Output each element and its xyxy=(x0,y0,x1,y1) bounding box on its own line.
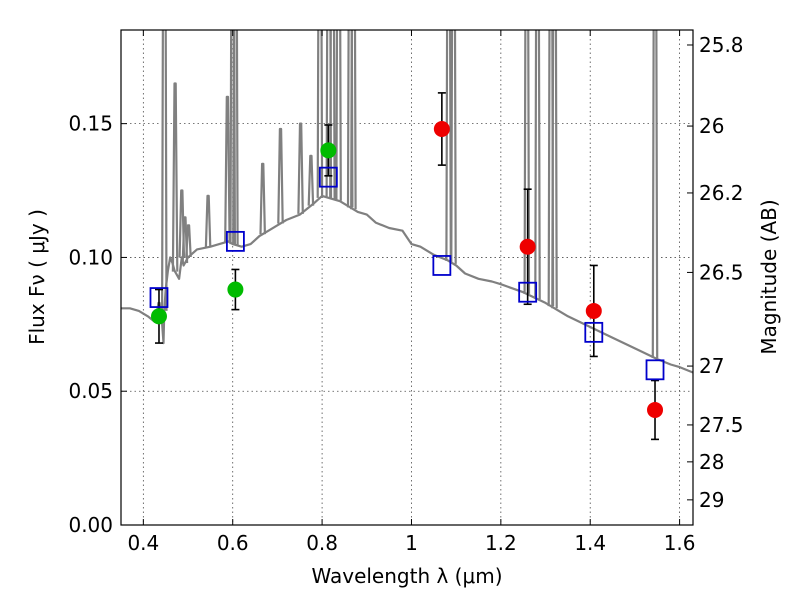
y-tick-label: 0.00 xyxy=(68,513,113,537)
y-axis-right-label: Magnitude (AB) xyxy=(757,199,781,354)
model-point xyxy=(584,321,604,343)
data-point xyxy=(150,308,167,325)
plot-frame xyxy=(120,29,694,526)
right-tick-label: 26.5 xyxy=(699,260,744,284)
right-tick-label: 29 xyxy=(699,488,724,512)
model-point xyxy=(432,255,452,276)
plot-area xyxy=(121,30,693,441)
right-tick-label: 28 xyxy=(699,450,724,474)
x-tick-label: 1.2 xyxy=(485,531,517,555)
plot-background xyxy=(121,30,693,525)
model-point xyxy=(318,166,338,188)
grid xyxy=(121,30,693,525)
y-tick-label: 0.15 xyxy=(68,112,113,136)
model-point xyxy=(149,287,169,308)
x-tick-label: 1 xyxy=(405,531,418,555)
right-tick-label: 25.8 xyxy=(699,33,744,57)
emission-line xyxy=(185,224,192,258)
emission-line xyxy=(277,127,284,224)
model-point xyxy=(225,230,245,252)
axis-ticks xyxy=(121,30,693,526)
model-point xyxy=(645,359,665,381)
data-point xyxy=(320,142,337,159)
data-point xyxy=(519,238,536,255)
x-tick-label: 0.8 xyxy=(306,531,338,555)
y-tick-label: 0.05 xyxy=(68,379,113,403)
x-tick-label: 0.4 xyxy=(127,531,159,555)
emission-line xyxy=(171,82,179,272)
data-point xyxy=(227,281,244,298)
data-point xyxy=(585,302,602,319)
data-point xyxy=(647,401,664,418)
emission-lines xyxy=(155,30,659,359)
emission-line xyxy=(651,30,659,359)
y-tick-label: 0.10 xyxy=(68,245,113,269)
right-tick-label: 27 xyxy=(699,354,724,378)
model-spectrum-line xyxy=(121,194,693,374)
x-tick-label: 1.6 xyxy=(664,531,696,555)
right-tick-label: 27.5 xyxy=(699,413,744,437)
x-tick-label: 0.6 xyxy=(217,531,249,555)
axis-tick-labels: 0.4 0.6 0.8 1 1.2 1.4 1.6 0.00 0.05 0.10 0.15 25.8 2… xyxy=(68,33,743,555)
emission-line xyxy=(297,122,304,214)
x-tick-label: 1.4 xyxy=(574,531,606,555)
data-markers xyxy=(149,121,665,418)
emission-line xyxy=(259,162,266,235)
model-point xyxy=(518,281,538,303)
data-point xyxy=(433,121,450,137)
emission-line xyxy=(204,194,212,248)
emission-line xyxy=(224,95,231,242)
right-tick-label: 26.2 xyxy=(699,181,744,205)
emission-line xyxy=(307,154,315,206)
right-tick-label: 26 xyxy=(699,114,724,138)
y-axis-label: Flux Fν ( μJy ) xyxy=(25,209,49,345)
x-axis-label: Wavelength λ (μm) xyxy=(311,564,502,588)
